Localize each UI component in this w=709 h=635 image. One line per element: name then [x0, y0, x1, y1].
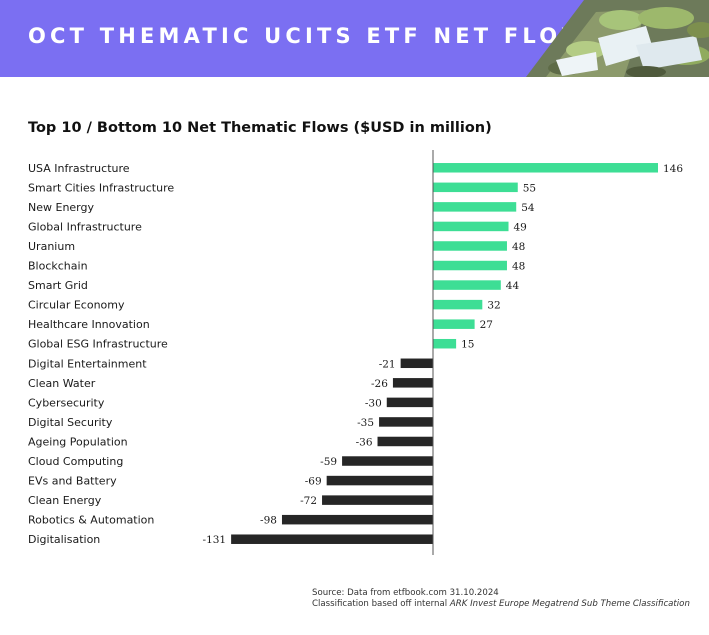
category-label: Global Infrastructure — [28, 220, 142, 233]
category-label: Global ESG Infrastructure — [28, 338, 168, 351]
category-label: Uranium — [28, 240, 75, 253]
value-label: 44 — [506, 280, 520, 292]
classification-prefix: Classification based off internal — [312, 599, 450, 609]
page-title: OCT THEMATIC UCITS ETF NET FLOWS — [28, 24, 608, 48]
category-label: Digitalisation — [28, 533, 100, 546]
value-label: 146 — [663, 163, 683, 175]
value-label: -30 — [365, 397, 382, 409]
category-label: Smart Cities Infrastructure — [28, 181, 174, 194]
category-label: Digital Security — [28, 416, 113, 429]
category-label: Clean Energy — [28, 494, 102, 507]
value-label: 32 — [487, 300, 500, 312]
bar — [433, 221, 509, 232]
bar — [400, 358, 433, 369]
category-label: Digital Entertainment — [28, 357, 147, 370]
net-flows-bar-chart: USA Infrastructure 146 Smart Cities Infras… — [28, 150, 683, 555]
value-label: 49 — [514, 221, 527, 233]
bar — [326, 475, 433, 486]
bar — [433, 338, 457, 349]
value-label: -98 — [260, 515, 277, 527]
bar — [377, 436, 433, 447]
bar — [322, 495, 433, 505]
category-label: Blockchain — [28, 260, 88, 273]
category-label: Smart Grid — [28, 279, 88, 292]
value-label: -72 — [300, 495, 317, 507]
value-label: -35 — [357, 417, 374, 429]
source-line: Source: Data from etfbook.com 31.10.2024 — [312, 588, 499, 598]
header-banner: OCT THEMATIC UCITS ETF NET FLOWS — [0, 0, 709, 77]
category-label: Ageing Population — [28, 435, 128, 448]
value-label: 48 — [512, 241, 525, 253]
value-label: 48 — [512, 261, 525, 273]
bar — [433, 319, 475, 329]
bar — [231, 534, 433, 544]
value-label: -26 — [371, 378, 388, 390]
value-label: 15 — [461, 339, 474, 351]
value-label: 55 — [523, 182, 536, 194]
category-label: Clean Water — [28, 377, 96, 390]
bar — [433, 182, 518, 193]
bar — [433, 280, 501, 290]
bar — [281, 514, 433, 525]
category-label: Healthcare Innovation — [28, 318, 150, 331]
value-label: -69 — [305, 476, 322, 488]
classification-line: Classification based off internal ARK In… — [312, 599, 690, 610]
category-label: Circular Economy — [28, 299, 125, 312]
bar — [379, 417, 433, 427]
category-label: EVs and Battery — [28, 475, 117, 488]
value-label: -59 — [320, 456, 337, 468]
category-label: Cloud Computing — [28, 455, 123, 468]
bar — [342, 456, 433, 466]
bar — [433, 241, 507, 251]
bar — [433, 163, 658, 173]
bar — [433, 299, 483, 310]
value-label: -36 — [356, 436, 373, 448]
category-label: Robotics & Automation — [28, 514, 154, 527]
value-label: -21 — [379, 358, 396, 370]
bar — [386, 397, 433, 408]
bar — [433, 202, 517, 212]
bar — [433, 260, 507, 271]
category-label: USA Infrastructure — [28, 162, 130, 175]
waterfall-stream-photo — [526, 0, 709, 77]
bar — [392, 378, 433, 388]
source-note: Source: Data from etfbook.com 31.10.2024… — [312, 588, 690, 610]
chart-title: Top 10 / Bottom 10 Net Thematic Flows ($… — [28, 120, 492, 136]
category-label: Cybersecurity — [28, 396, 105, 409]
value-label: 54 — [521, 202, 535, 214]
classification-name: ARK Invest Europe Megatrend Sub Theme Cl… — [449, 599, 690, 609]
value-label: 27 — [480, 319, 493, 331]
value-label: -131 — [203, 534, 227, 546]
category-label: New Energy — [28, 201, 94, 214]
